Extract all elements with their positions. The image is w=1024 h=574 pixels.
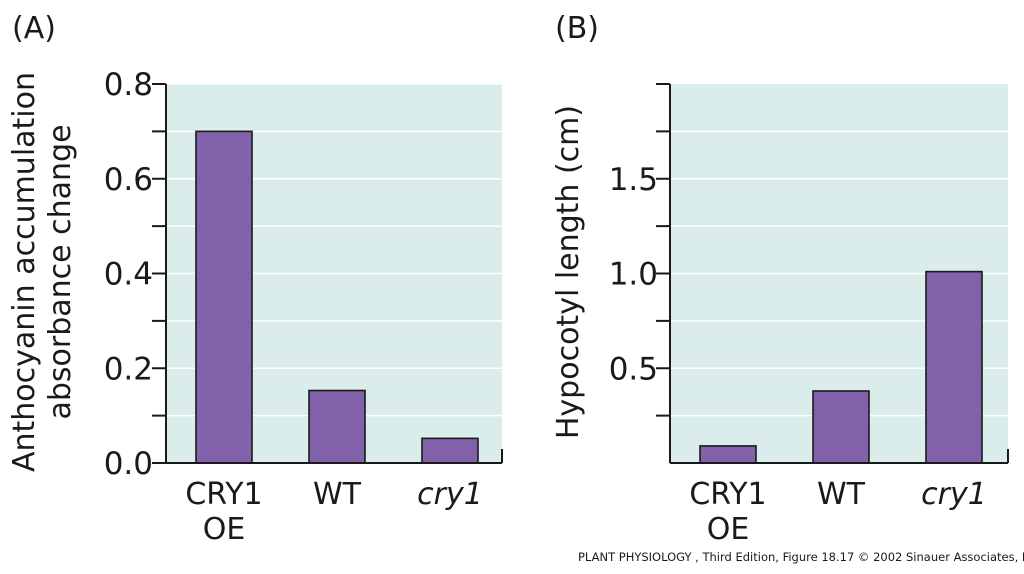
x-category-label-line: CRY1 — [689, 477, 766, 512]
panel-label-b: (B) — [555, 11, 599, 46]
y-tick-label: 0.5 — [609, 351, 658, 387]
y-axis-title-line-1: Anthocyanin accumulation — [7, 72, 42, 472]
panel-b-chart: 0.5 1.0 1.5 CRY1 OE WT cry1 Hypocotyl length (c… — [551, 11, 1009, 547]
y-tick-label: 1.0 — [609, 257, 658, 293]
y-axis-title-line-2: absorbance change — [43, 124, 78, 419]
y-axis-title-line-1: Hypocotyl length (cm) — [551, 105, 586, 439]
y-tick-label: 0.6 — [104, 162, 153, 198]
y-tick-label: 0.0 — [104, 446, 153, 482]
x-category-label-2: WT — [817, 477, 866, 512]
x-category-label-line: WT — [313, 477, 362, 512]
bar-b-1 — [699, 445, 757, 464]
bar-a-1 — [195, 130, 253, 464]
bar-a-3 — [421, 437, 479, 464]
x-category-label-line: OE — [203, 512, 246, 547]
x-category-label-2: WT — [313, 477, 362, 512]
panel-label-a: (A) — [12, 11, 56, 46]
figure-credit: PLANT PHYSIOLOGY , Third Edition, Figure… — [578, 550, 1024, 564]
x-category-label-line: OE — [707, 512, 750, 547]
y-tick-label: 0.4 — [104, 257, 153, 293]
y-tick-label: 0.2 — [104, 351, 153, 387]
bar-b-2 — [812, 390, 870, 464]
bar-b-3 — [925, 270, 983, 464]
x-category-label-line: cry1 — [417, 477, 483, 512]
y-tick-label: 1.5 — [609, 162, 658, 198]
x-category-label-line: CRY1 — [185, 477, 262, 512]
x-category-label-1: CRY1 OE — [185, 477, 262, 547]
x-category-label-3: cry1 — [417, 477, 483, 512]
bar-a-2 — [308, 389, 366, 464]
x-category-label-line: cry1 — [921, 477, 987, 512]
x-category-label-1: CRY1 OE — [689, 477, 766, 547]
x-category-label-3: cry1 — [921, 477, 987, 512]
x-category-label-line: WT — [817, 477, 866, 512]
y-tick-label: 0.8 — [104, 67, 153, 103]
panel-a-chart: 0.0 0.2 0.4 0.6 0.8 CRY1 OE WT cry1 Anthocyanin a… — [7, 11, 503, 547]
